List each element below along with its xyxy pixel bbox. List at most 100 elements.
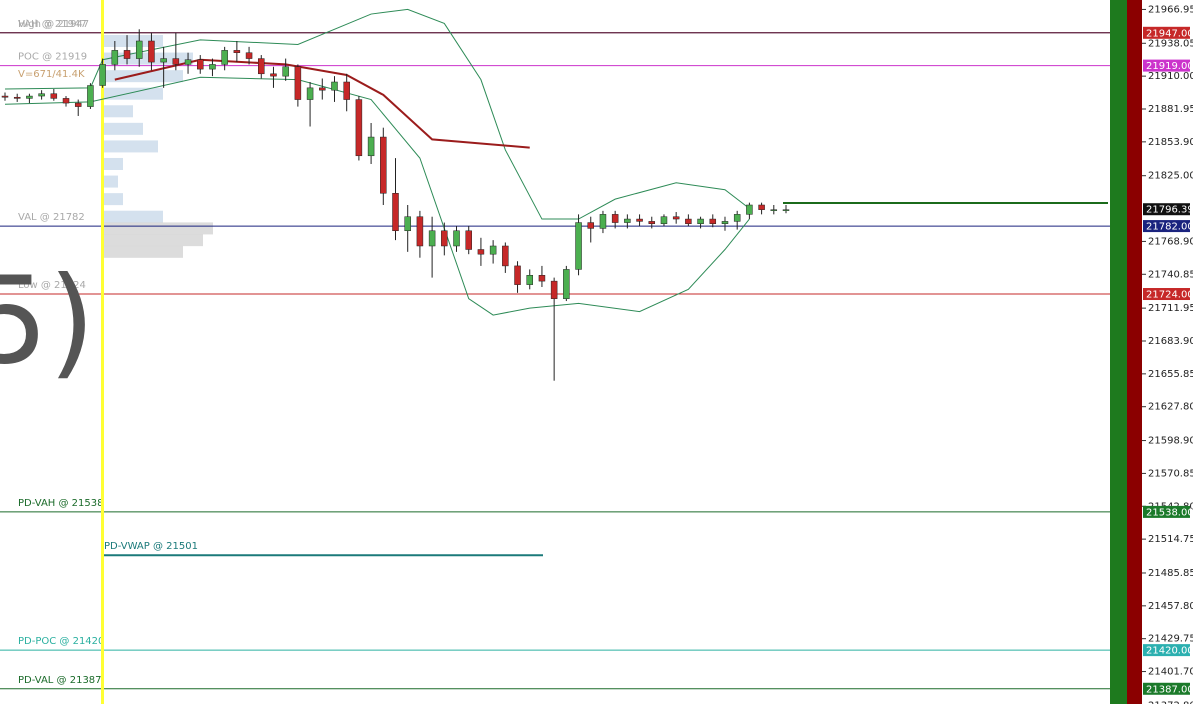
- price-tag: [1143, 220, 1190, 233]
- candle-body: [477, 249, 485, 255]
- candle-body: [563, 269, 570, 299]
- candle-body: [587, 222, 594, 229]
- candle-body: [453, 230, 460, 247]
- y-tick-label: 21711.95: [1148, 303, 1193, 314]
- y-tick-label: 21457.80: [1148, 601, 1193, 612]
- candle-body: [26, 95, 33, 99]
- profile-bar: [103, 140, 158, 153]
- y-tick-label: 21655.85: [1148, 369, 1193, 380]
- level-label: POC @ 21919: [18, 52, 87, 63]
- profile-bar: [103, 210, 163, 223]
- profile-bar: [103, 175, 118, 188]
- candle-body: [380, 136, 387, 194]
- volume-strip-green: [1110, 0, 1127, 704]
- candle-body: [782, 209, 790, 211]
- volume-profile: [103, 34, 213, 258]
- candle-body: [197, 59, 204, 70]
- candle-body: [123, 50, 131, 59]
- level-label: PD-VAH @ 21538: [18, 498, 103, 509]
- candle-body: [416, 216, 424, 247]
- profile-bar: [103, 157, 123, 170]
- y-tick-label: 21429.75: [1148, 634, 1193, 645]
- price-tag: [1143, 59, 1190, 72]
- candle-body: [245, 52, 253, 59]
- candle-body: [624, 218, 631, 223]
- candle-body: [392, 193, 399, 232]
- candle-body: [233, 50, 241, 53]
- price-tag-label: 21919.00: [1146, 61, 1193, 72]
- level-label: High @ 21947: [18, 19, 89, 30]
- price-tag: [1143, 682, 1190, 695]
- y-tick-label: 21881.95: [1148, 104, 1193, 115]
- indicator-line: [4, 76, 750, 316]
- level-label: VAH @ 21947: [18, 19, 87, 30]
- session-marker: [101, 0, 104, 704]
- candle-body: [428, 230, 436, 247]
- candle-body: [13, 96, 21, 99]
- candle-body: [270, 73, 277, 77]
- candle-body: [733, 214, 741, 222]
- candle-body: [172, 58, 180, 65]
- y-tick-label: 21683.90: [1148, 336, 1193, 347]
- y-tick-label: 21627.80: [1148, 402, 1193, 413]
- price-tag-label: 21947.00: [1146, 28, 1193, 39]
- candle-body: [770, 209, 778, 211]
- y-tick-label: 21740.85: [1148, 269, 1193, 280]
- candle-body: [404, 216, 411, 232]
- candle-body: [209, 64, 216, 70]
- candle-body: [721, 221, 729, 224]
- candle-body: [648, 221, 656, 224]
- y-tick-label: 21514.75: [1148, 534, 1193, 545]
- candle-body: [355, 99, 363, 157]
- candle-body: [331, 81, 338, 91]
- candle-body: [746, 204, 753, 215]
- candle-body: [550, 280, 558, 299]
- level-label: PD-VAL @ 21387: [18, 675, 102, 686]
- candle-body: [599, 214, 607, 229]
- candle-body: [99, 64, 106, 86]
- candle-body: [282, 66, 289, 77]
- candle-body: [111, 50, 119, 65]
- candle-body: [74, 102, 82, 107]
- candle-body: [258, 58, 265, 75]
- y-tick-label: 21938.05: [1148, 38, 1193, 49]
- candle-body: [489, 245, 497, 255]
- candle-body: [160, 58, 167, 63]
- candle-body: [1, 95, 9, 98]
- price-tag-label: 21724.00: [1146, 290, 1193, 301]
- price-tag-label: 21420.00: [1146, 646, 1193, 657]
- y-tick-label: 21825.00: [1148, 171, 1193, 182]
- candle-body: [135, 40, 143, 59]
- y-tick-label: 21910.00: [1148, 71, 1193, 82]
- y-tick-label: 21598.90: [1148, 436, 1193, 447]
- profile-bar: [103, 70, 183, 83]
- candle-body: [294, 66, 302, 100]
- price-tag-label: 21782.00: [1146, 222, 1193, 233]
- price-tag: [1143, 288, 1190, 301]
- y-tick-label: 21853.90: [1148, 137, 1193, 148]
- price-tag-label: 21538.00: [1146, 507, 1193, 518]
- y-tick-label: 21768.90: [1148, 236, 1193, 247]
- candle-body: [672, 216, 680, 220]
- price-tag-label: 21796.39: [1146, 205, 1193, 216]
- price-tag: [1143, 644, 1190, 657]
- candle-body: [538, 275, 546, 282]
- watermark: 5): [0, 253, 95, 392]
- level-label: PD-VWAP @ 21501: [104, 541, 198, 552]
- candle-body: [184, 59, 192, 65]
- profile-bar: [103, 34, 163, 47]
- candle-body: [343, 81, 350, 100]
- candle-body: [148, 40, 155, 63]
- candle-body: [514, 265, 521, 285]
- price-tag: [1143, 26, 1190, 39]
- price-tag: [1143, 505, 1190, 518]
- profile-bar: [103, 105, 133, 118]
- candle-body: [611, 214, 619, 223]
- profile-bar: [103, 193, 123, 206]
- candle-body: [367, 136, 375, 157]
- profile-bar: [103, 122, 143, 135]
- level-label: Low @ 21724: [18, 280, 86, 291]
- candle-body: [660, 216, 668, 224]
